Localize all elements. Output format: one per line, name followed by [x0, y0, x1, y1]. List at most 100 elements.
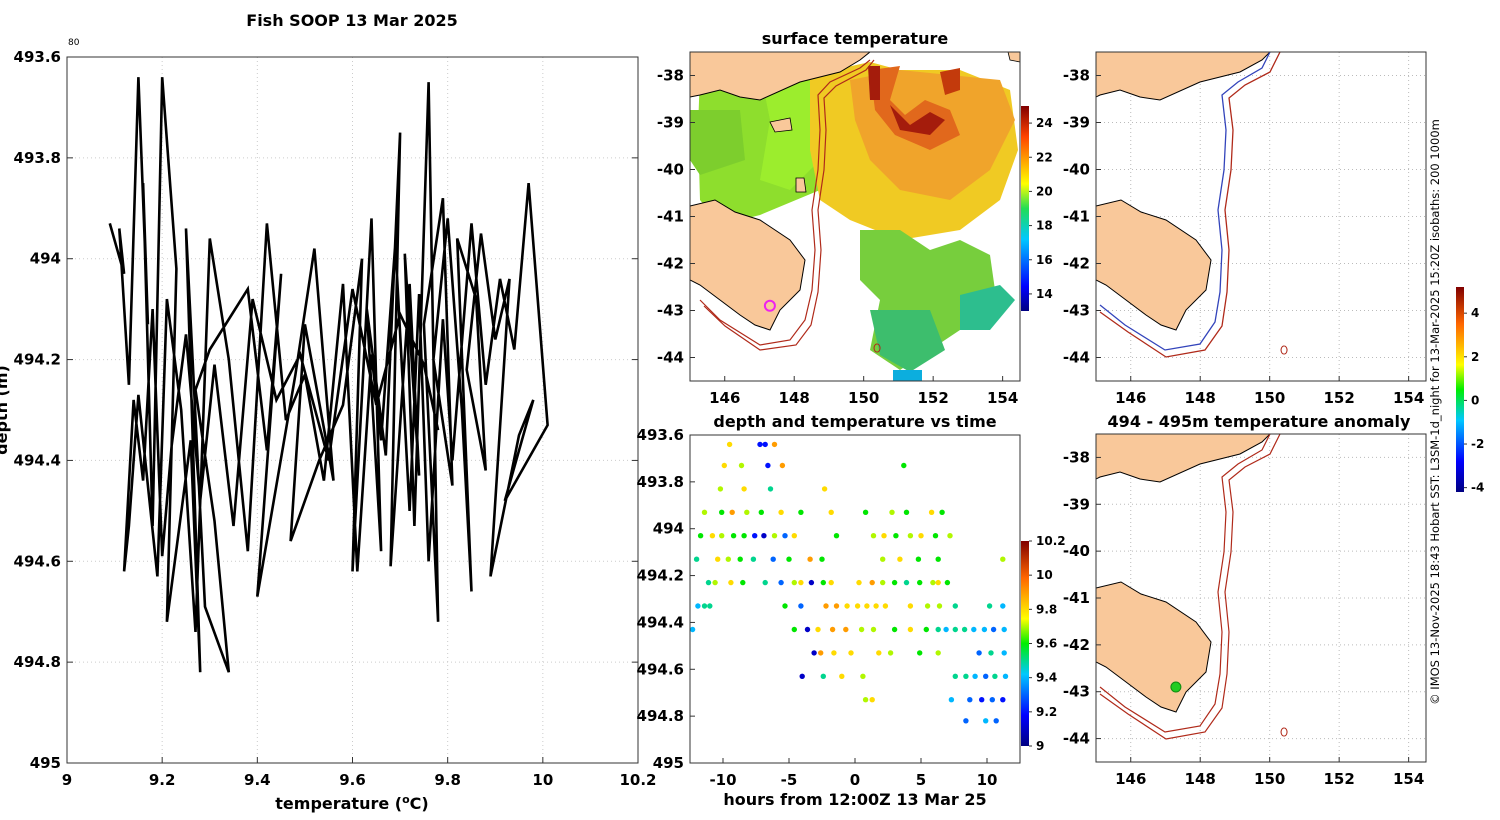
map-x-tick-label: 148: [1185, 770, 1216, 788]
scatter-point: [791, 579, 797, 586]
scatter-point: [709, 533, 716, 539]
time-y-tick-label: 494.4: [637, 613, 684, 631]
time-y-tick-label: 493.8: [637, 473, 684, 491]
isobath-map-panel: 146 148 150 152 154 -38 -39 -40 -41 -42 -43 -44: [1063, 51, 1427, 407]
temperature-colorbar-tick-label: 10.2: [1036, 534, 1066, 548]
scatter-point: [860, 673, 866, 679]
scatter-point: [903, 579, 910, 586]
temperature-colorbar-tick-label: 9: [1036, 739, 1044, 753]
scatter-point: [1001, 650, 1007, 656]
scatter-point: [1000, 603, 1006, 609]
anomaly-colorbar-tick-label: -2: [1471, 437, 1484, 451]
tasmania-land: [690, 199, 806, 331]
time-depth-axes-box: [689, 434, 1021, 764]
scatter-point: [983, 718, 989, 724]
scatter-point: [833, 533, 840, 539]
temperature-colorbar-tick-label: 9.6: [1036, 637, 1057, 651]
scatter-point: [705, 579, 712, 586]
scatter-point: [881, 533, 887, 539]
time-depth-x-ticks: -10 -5 0 5 10: [709, 758, 997, 789]
scatter-point: [932, 533, 939, 539]
map-x-tick-label: 150: [848, 389, 879, 407]
scatter-point: [778, 579, 784, 586]
scatter-point: [880, 579, 886, 586]
scatter-point: [807, 556, 813, 562]
scatter-point: [818, 650, 824, 656]
tasmania-land: [1096, 199, 1212, 331]
temperature-colorbar-tick-label: 9.8: [1036, 602, 1057, 616]
scatter-point: [778, 509, 784, 515]
scatter-point: [918, 533, 924, 539]
temperature-colorbar-tick-label: 9.2: [1036, 705, 1057, 719]
profile-title: Fish SOOP 13 Mar 2025: [246, 11, 457, 30]
time-y-tick-label: 494.6: [637, 660, 684, 678]
profile-x-tick-label: 10.2: [619, 771, 656, 789]
scatter-point: [889, 509, 895, 515]
scatter-point: [762, 441, 768, 448]
temperature-colorbar: [1021, 541, 1029, 746]
time-y-tick-label: 494: [653, 520, 684, 538]
scatter-point: [689, 626, 696, 633]
profile-y-tick-label: 493.8: [14, 149, 61, 167]
map-y-tick-label: -42: [1063, 255, 1090, 273]
scatter-point: [782, 533, 788, 539]
anomaly-map-x-ticks: 146 148 150 152 154: [1115, 757, 1424, 788]
scatter-point: [948, 697, 955, 703]
mainland-land: [1096, 52, 1271, 101]
map-y-tick-label: -41: [657, 208, 684, 226]
profile-y-tick-label: 495: [30, 754, 61, 772]
scatter-point: [963, 718, 969, 724]
time-x-tick-label: 0: [850, 771, 860, 789]
scatter-point: [869, 579, 875, 586]
time-y-tick-label: 494.8: [637, 707, 684, 725]
scatter-point: [893, 533, 899, 539]
scatter-point: [757, 441, 763, 448]
scatter-point: [858, 626, 865, 633]
scatter-point: [762, 579, 768, 586]
map-y-tick-label: -41: [1063, 589, 1090, 607]
scatter-point: [915, 556, 922, 562]
time-x-tick-label: -5: [781, 771, 798, 789]
scatter-point: [952, 603, 958, 609]
scatter-point: [873, 603, 879, 609]
scatter-point: [833, 603, 840, 609]
scatter-point: [880, 556, 886, 562]
map-x-tick-label: 150: [1254, 770, 1285, 788]
scatter-point: [738, 462, 745, 469]
scatter-point: [712, 579, 718, 586]
scatter-point: [1000, 556, 1006, 562]
scatter-point: [952, 673, 958, 679]
map-x-tick-label: 154: [1393, 770, 1424, 788]
map-y-tick-label: -38: [1063, 67, 1090, 85]
scatter-point: [819, 556, 825, 562]
profile-x-tick-label: 9: [62, 771, 72, 789]
temperature-colorbar-tick-label: 9.4: [1036, 671, 1057, 685]
scatter-point: [939, 509, 945, 515]
scatter-point: [990, 626, 997, 633]
time-x-tick-label: -10: [709, 771, 736, 789]
map-y-tick-label: -44: [657, 349, 684, 367]
isobath-map-content: [1096, 52, 1426, 381]
anomaly-map-title: 494 - 495m temperature anomaly: [1108, 412, 1411, 431]
scatter-point: [823, 603, 829, 609]
scatter-point: [811, 650, 817, 656]
scatter-point: [986, 603, 993, 609]
profile-y-tick-label: 494.2: [14, 351, 61, 369]
sst-field: [690, 62, 1018, 381]
isobath-map-y-ticks: -38 -39 -40 -41 -42 -43 -44: [1063, 67, 1101, 367]
scatter-point: [831, 650, 837, 656]
time-depth-y-ticks: 493.6 493.8 494 494.2 494.4 494.6 494.8 495: [637, 426, 695, 772]
profile-x-tick-label: 9.2: [149, 771, 176, 789]
profile-y-tick-label: 494: [30, 250, 61, 268]
scatter-point: [988, 650, 994, 656]
profile-y-tick-label: 493.6: [14, 48, 61, 66]
scatter-point: [862, 509, 869, 515]
scatter-point: [761, 533, 767, 539]
scatter-point: [799, 673, 805, 679]
scatter-point: [808, 579, 815, 586]
map-y-tick-label: -40: [1063, 161, 1090, 179]
scatter-point: [967, 697, 973, 703]
scatter-point: [907, 626, 914, 633]
scatter-point: [961, 626, 968, 633]
profile-grid: [66, 56, 639, 764]
